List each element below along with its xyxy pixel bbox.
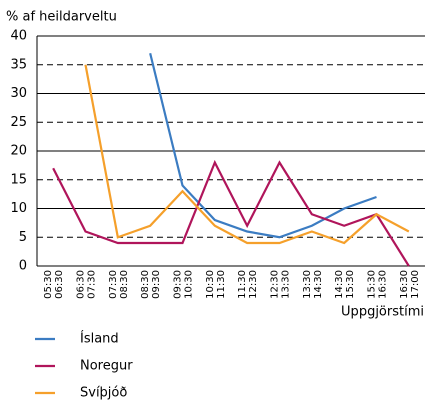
legend-label: Ísland — [80, 331, 119, 347]
y-tick-label: 0 — [19, 259, 27, 274]
x-tick-label: 09:30 — [173, 270, 184, 299]
y-tick-label: 5 — [19, 230, 27, 245]
x-tick-label: 16:30 — [399, 270, 410, 299]
y-tick-label: 40 — [10, 29, 27, 44]
x-tick-label: 07:30 — [87, 270, 98, 299]
x-tick-label: 14:30 — [313, 270, 324, 299]
x-tick-label: 14:30 — [334, 270, 345, 299]
y-axis-label: % af heildarveltu — [6, 10, 117, 25]
x-tick-label: 11:30 — [237, 270, 248, 299]
x-tick-label: 11:30 — [216, 270, 227, 299]
y-tick-label: 30 — [10, 86, 27, 101]
x-tick-label: 16:30 — [378, 270, 389, 299]
y-tick-label: 25 — [10, 115, 27, 130]
y-tick-label: 15 — [10, 172, 27, 187]
series-line — [52, 159, 410, 267]
x-tick-label: 10:30 — [184, 270, 195, 299]
x-tick-label: 12:30 — [248, 270, 259, 299]
x-tick-label: 07:30 — [108, 270, 119, 299]
x-tick-label: 17:00 — [410, 270, 421, 299]
legend-label: Noregur — [80, 359, 133, 374]
x-tick-label: 06:30 — [54, 270, 65, 299]
x-tick-label: 15:30 — [345, 270, 356, 299]
legend-label: Svíþjóð — [80, 386, 127, 401]
x-tick-label: 05:30 — [43, 270, 54, 299]
x-tick-label: 15:30 — [367, 270, 378, 299]
series-line — [84, 64, 410, 245]
x-axis-label: Uppgjörstími — [341, 305, 424, 320]
y-tick-label: 20 — [10, 144, 27, 159]
x-tick-label: 10:30 — [205, 270, 216, 299]
y-tick-label: 35 — [10, 57, 27, 72]
series-line — [149, 52, 377, 239]
x-tick-label: 08:30 — [119, 270, 130, 299]
x-tick-label: 09:30 — [151, 270, 162, 299]
x-tick-label: 06:30 — [76, 270, 87, 299]
x-tick-label: 12:30 — [270, 270, 281, 299]
x-tick-label: 08:30 — [140, 270, 151, 299]
y-tick-label: 10 — [10, 201, 27, 216]
x-tick-label: 13:30 — [302, 270, 313, 299]
x-tick-label: 13:30 — [281, 270, 292, 299]
